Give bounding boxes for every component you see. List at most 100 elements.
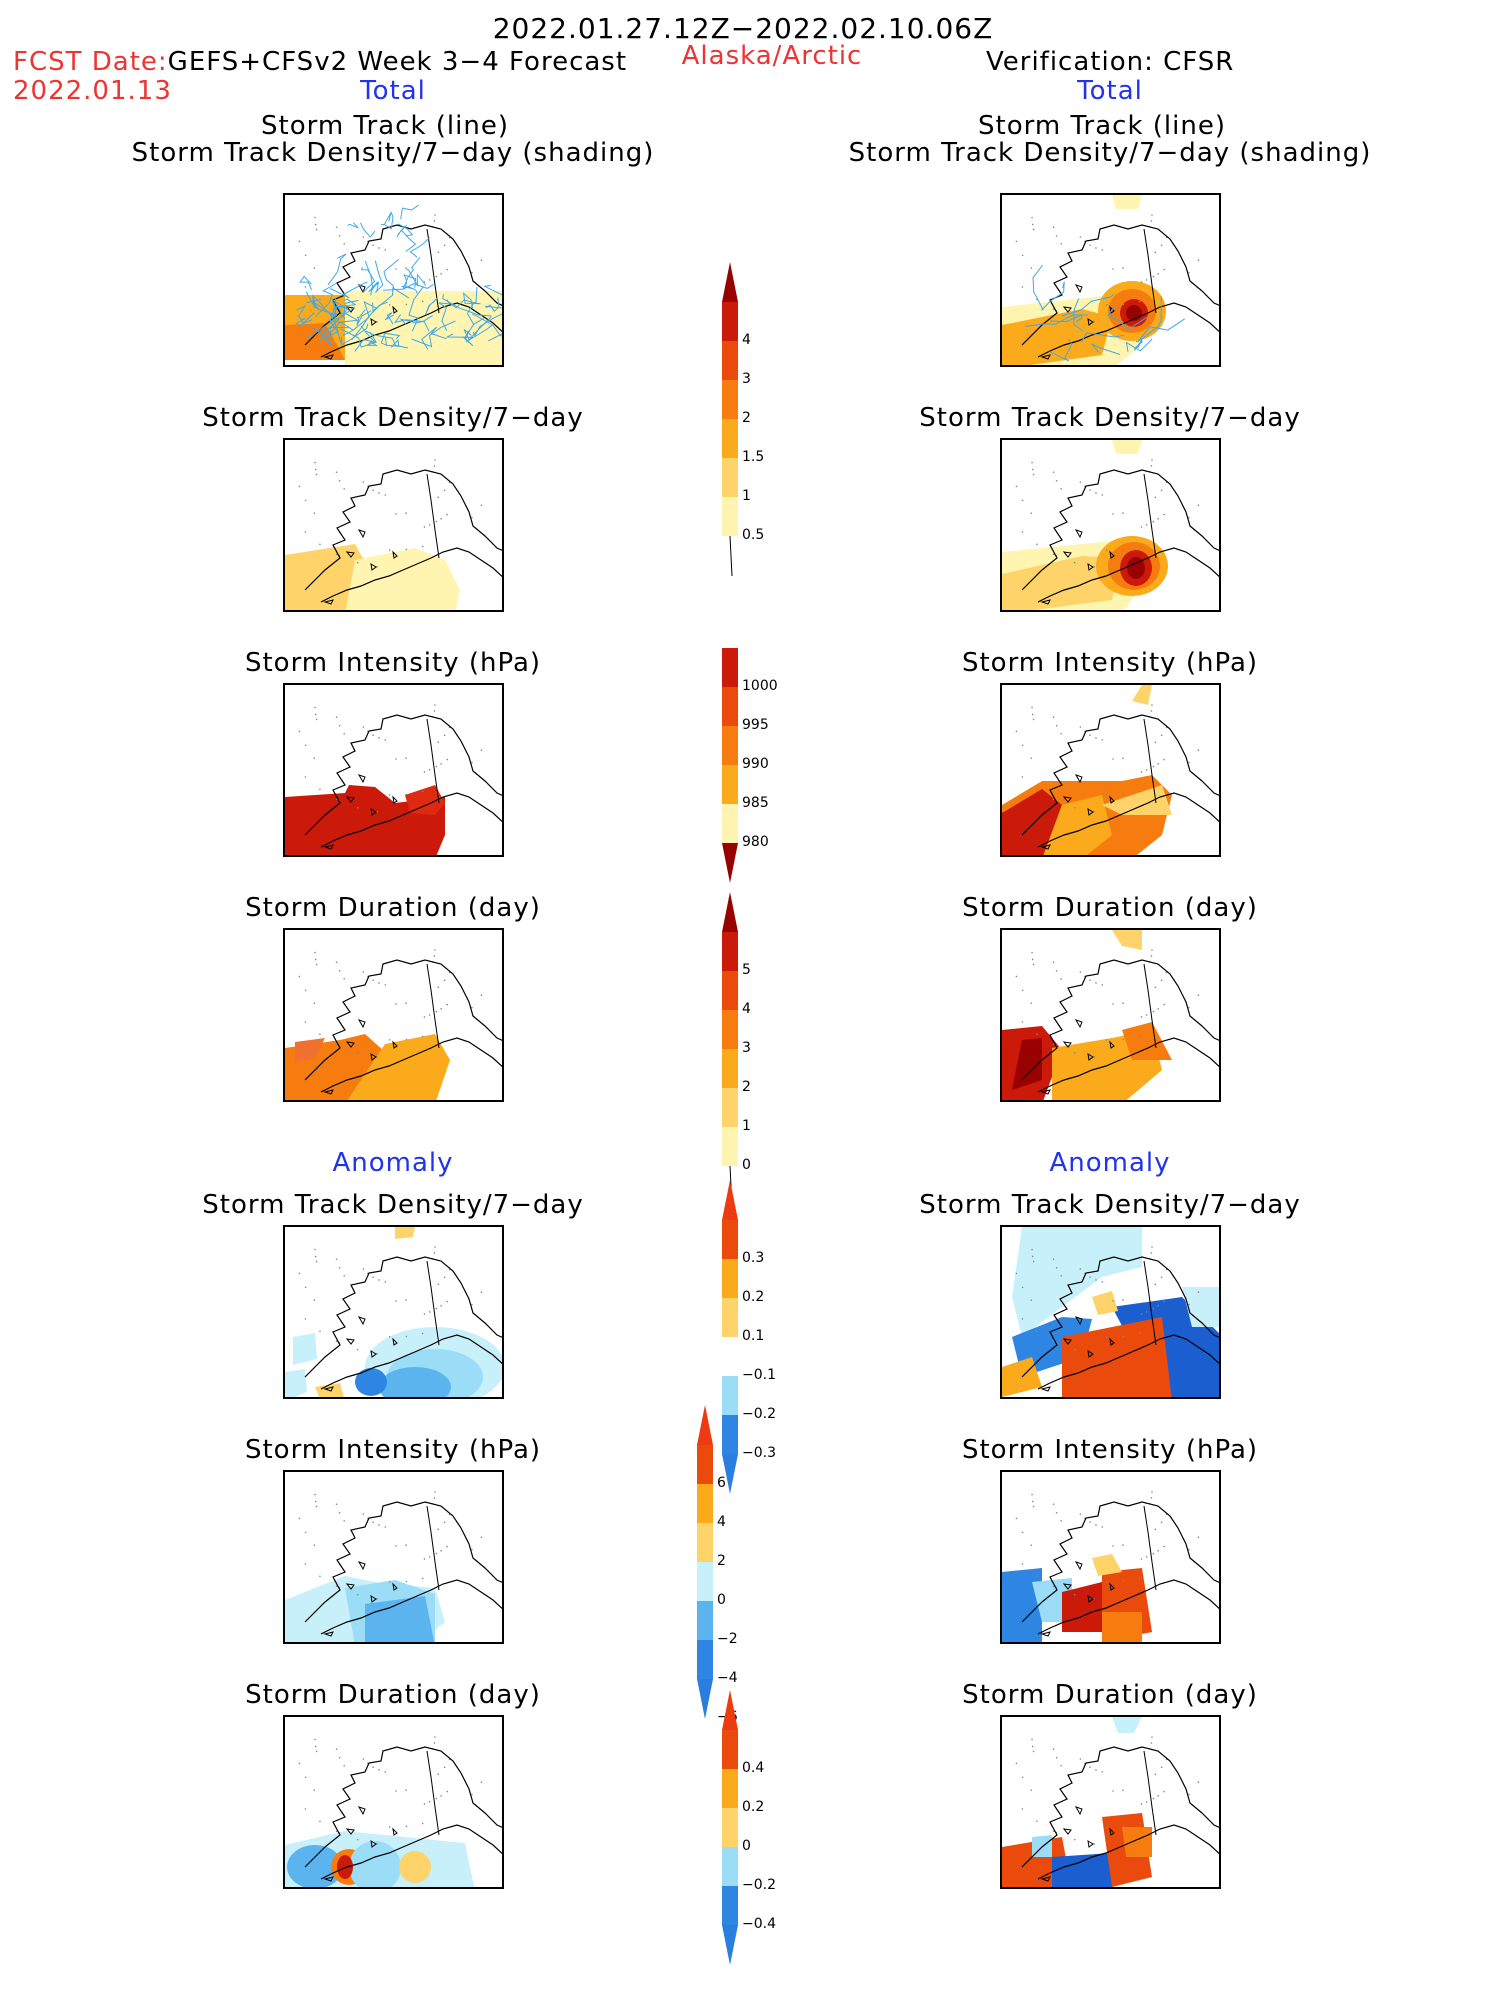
storm-track <box>312 298 349 317</box>
coastline <box>1021 1501 1219 1635</box>
island <box>1062 306 1072 313</box>
graticule-dots <box>298 214 483 323</box>
storm-track <box>446 299 480 309</box>
storm-track <box>402 257 421 289</box>
colorbar-tick-label: −0.3 <box>742 1445 776 1461</box>
storm-track <box>374 260 384 294</box>
shaded-area <box>285 1369 307 1397</box>
colorbar-tick-label: −0.1 <box>742 1367 776 1383</box>
storm-track <box>421 326 447 350</box>
island <box>323 1876 334 1882</box>
island <box>357 284 366 294</box>
map-panel-cfsr-duration <box>1000 928 1221 1102</box>
colorbar-tick-label: 2 <box>717 1553 726 1569</box>
left-duration-title: Storm Duration (day) <box>245 893 541 923</box>
island <box>323 354 334 360</box>
map-panel-fcst-intensity <box>283 683 504 857</box>
storm-track <box>409 237 431 258</box>
border-line <box>1143 1505 1157 1591</box>
storm-track <box>342 300 378 337</box>
storm-track <box>1133 339 1143 351</box>
shaded-area <box>1002 309 1112 365</box>
coastline <box>304 1256 502 1390</box>
colorbar-tick-label: 980 <box>742 834 769 850</box>
colorbar-segment <box>722 1127 738 1166</box>
coastline <box>1021 714 1219 848</box>
island <box>1062 1583 1072 1590</box>
shaded-area <box>285 785 445 855</box>
fcst-date: 2022.01.13 <box>13 76 172 106</box>
island <box>1087 1840 1094 1848</box>
colorbar-tick-label: 4 <box>742 332 751 348</box>
storm-track <box>438 302 451 331</box>
left-anomaly-label: Anomaly <box>332 1148 454 1178</box>
island <box>345 1828 355 1835</box>
storm-track <box>327 253 347 286</box>
storm-track <box>383 211 394 230</box>
storm-track <box>296 304 313 324</box>
border-line <box>426 1505 440 1591</box>
right-track-shading-title: Storm Track Density/7−day (shading) <box>848 138 1372 168</box>
storm-track <box>394 314 430 332</box>
border-line <box>1143 963 1157 1049</box>
map-panel-cfsr-density <box>1000 438 1221 612</box>
storm-track <box>461 324 493 343</box>
shaded-area <box>1102 1612 1142 1642</box>
colorbar-segment <box>722 302 738 341</box>
colorbar-tick-label: 0.4 <box>742 1760 765 1776</box>
shaded-area <box>405 785 445 815</box>
shaded-area <box>1132 685 1152 705</box>
storm-track <box>399 315 434 326</box>
border-line <box>1143 228 1157 314</box>
shaded-area <box>1043 795 1112 855</box>
colorbar-segment <box>722 971 738 1010</box>
storm-track-lines <box>295 204 502 352</box>
right-track-line-title: Storm Track (line) <box>978 111 1226 141</box>
colorbar-tick-label: 0 <box>742 1157 751 1173</box>
island <box>1109 305 1115 314</box>
shaded-area <box>1062 1317 1172 1397</box>
island <box>1040 844 1051 850</box>
island <box>370 1350 377 1358</box>
right-intensity-title: Storm Intensity (hPa) <box>961 648 1259 678</box>
colorbar-tick-label: 1 <box>742 488 751 504</box>
colorbar-tick-label: −0.4 <box>742 1916 776 1932</box>
left-track-line-title: Storm Track (line) <box>261 111 509 141</box>
colorbar-segment <box>722 726 738 765</box>
colorbar-segment <box>722 1259 738 1298</box>
storm-track <box>360 267 376 293</box>
island <box>1074 774 1083 784</box>
storm-track <box>329 281 368 299</box>
region-label: Alaska/Arctic <box>681 41 863 71</box>
storm-track <box>368 281 380 293</box>
colorbar-segment <box>722 497 738 536</box>
island <box>1087 563 1094 571</box>
storm-track <box>400 229 417 252</box>
colorbar-arrow-top <box>722 262 738 302</box>
colorbar-arrow-bottom <box>722 843 738 883</box>
border-line <box>1143 1260 1157 1346</box>
island <box>370 563 377 571</box>
colorbar-segment <box>722 458 738 497</box>
island <box>392 1337 398 1346</box>
border-line <box>426 963 440 1049</box>
colorbar-segment <box>722 932 738 971</box>
storm-track <box>372 287 410 312</box>
shaded-area <box>1002 789 1062 855</box>
colorbar-segment <box>722 1847 738 1886</box>
storm-track <box>425 297 438 315</box>
density-blob <box>1127 557 1145 579</box>
island <box>1074 1316 1083 1326</box>
colorbar-arrow-top <box>722 1690 738 1730</box>
storm-track <box>1032 264 1044 311</box>
island <box>1040 1876 1051 1882</box>
storm-track <box>341 323 369 346</box>
colorbar-segment <box>722 1088 738 1127</box>
storm-track <box>1080 332 1124 343</box>
map-panel-fcst-density <box>283 438 504 612</box>
colorbar-segment <box>697 1523 713 1562</box>
storm-track <box>306 298 337 338</box>
island <box>357 774 366 784</box>
colorbar-arrow-bottom <box>722 1925 738 1965</box>
colorbar-tick-label: 6 <box>717 1475 726 1491</box>
